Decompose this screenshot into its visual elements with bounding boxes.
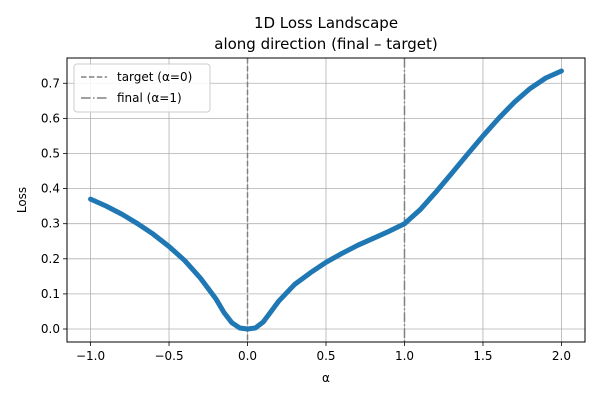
- y-tick-label: 0.7: [41, 76, 60, 90]
- x-tick-label: −0.5: [154, 349, 183, 363]
- y-axis-label: Loss: [15, 187, 29, 213]
- x-tick-label: 0.5: [316, 349, 335, 363]
- x-tick-label: 0.0: [238, 349, 257, 363]
- y-tick-label: 0.1: [41, 287, 60, 301]
- y-tick-label: 0.2: [41, 252, 60, 266]
- x-tick-label: 2.0: [552, 349, 571, 363]
- y-tick-label: 0.3: [41, 217, 60, 231]
- chart-title-line-2: along direction (final – target): [214, 35, 438, 53]
- y-tick-label: 0.5: [41, 146, 60, 160]
- chart-title-line-1: 1D Loss Landscape: [254, 14, 398, 32]
- y-axis-ticks: 0.0 0.1 0.2 0.3 0.4 0.5 0.6 0.7: [41, 76, 67, 336]
- x-axis-ticks: −1.0 −0.5 0.0 0.5 1.0 1.5 2.0: [76, 342, 571, 363]
- legend-label-final: final (α=1): [117, 91, 182, 105]
- x-tick-label: −1.0: [76, 349, 105, 363]
- x-tick-label: 1.0: [395, 349, 414, 363]
- y-tick-label: 0.6: [41, 111, 60, 125]
- series-group: [88, 68, 564, 332]
- y-tick-label: 0.0: [41, 322, 60, 336]
- legend: target (α=0) final (α=1): [73, 63, 211, 113]
- loss-series-line: [88, 68, 564, 332]
- y-tick-label: 0.4: [41, 182, 60, 196]
- x-axis-label: α: [322, 371, 330, 385]
- legend-box: [73, 63, 211, 113]
- legend-label-target: target (α=0): [117, 70, 192, 84]
- x-tick-label: 1.5: [473, 349, 492, 363]
